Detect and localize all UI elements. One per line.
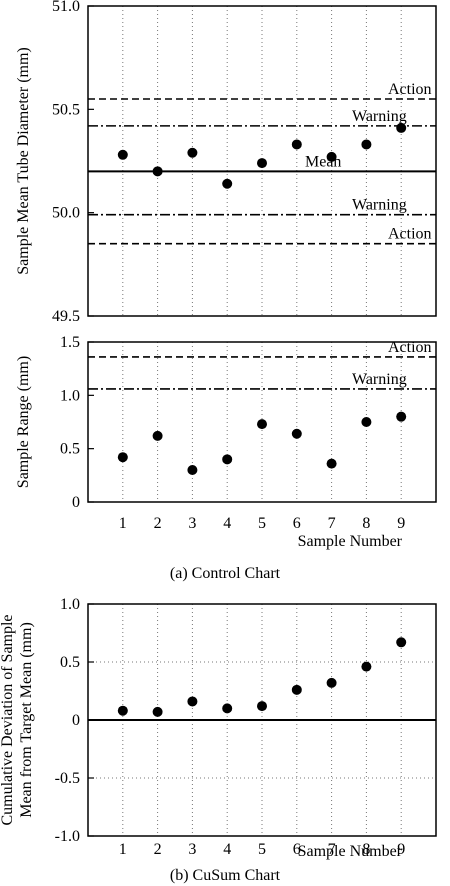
- data-point: [187, 696, 198, 707]
- data-point: [152, 166, 163, 177]
- data-point: [396, 411, 407, 422]
- reference-label-action: Action: [388, 226, 432, 243]
- data-point: [222, 178, 233, 189]
- x-tick-label: 8: [362, 841, 370, 858]
- data-point: [291, 684, 302, 695]
- reference-label-warning: Warning: [352, 371, 407, 388]
- data-point: [326, 151, 337, 162]
- x-tick-label: 6: [293, 515, 301, 532]
- data-point: [361, 417, 372, 427]
- data-point: [396, 637, 407, 648]
- x-tick-label: 9: [397, 841, 405, 858]
- y-tick-label: 0: [72, 494, 80, 511]
- y-tick-label: 50.5: [52, 101, 80, 118]
- y-tick-label: 49.5: [52, 308, 80, 325]
- y-tick-label: 50.0: [52, 205, 80, 222]
- data-point: [117, 452, 128, 463]
- x-tick-label: 1: [119, 841, 127, 858]
- y-axis-label: Sample Range (mm): [15, 356, 32, 488]
- reference-label-action: Action: [388, 339, 432, 356]
- data-point: [291, 139, 302, 150]
- data-point: [187, 465, 198, 475]
- data-point: [257, 158, 267, 169]
- y-axis-label-line: Cumulative Deviation of Sample: [0, 614, 16, 825]
- data-point: [222, 703, 233, 714]
- data-point: [326, 458, 337, 469]
- data-point: [152, 706, 163, 717]
- plot-frame: [87, 341, 437, 503]
- data-point: [361, 661, 372, 672]
- x-tick-label: 7: [328, 841, 336, 858]
- data-point: [291, 428, 302, 439]
- reference-label-action: Action: [388, 81, 432, 98]
- data-point: [326, 677, 337, 688]
- data-point: [187, 147, 198, 158]
- x-tick-label: 2: [154, 841, 162, 858]
- x-tick-label: 7: [328, 515, 336, 532]
- y-tick-label: 1.0: [60, 596, 80, 613]
- chart-panel-1: 49.550.050.551.0ActionWarningMeanWarning…: [15, 0, 437, 325]
- reference-label-warning: Warning: [352, 108, 407, 125]
- y-tick-label: -1.0: [55, 828, 80, 845]
- y-tick-label: 1.0: [60, 387, 80, 404]
- data-point: [117, 705, 128, 716]
- y-tick-label: 0.5: [60, 441, 80, 458]
- data-point: [117, 149, 128, 160]
- x-tick-label: 5: [258, 515, 266, 532]
- data-point: [257, 419, 267, 430]
- y-axis-label: Sample Mean Tube Diameter (mm): [15, 47, 32, 275]
- y-tick-label: 1.5: [60, 334, 80, 351]
- data-point: [222, 454, 233, 465]
- chart-panel-3: -1.0 -0.5 0 0.5 1.0 1 2 3 4 5 6 7 8 9 Cumulative Devia…: [0, 596, 437, 860]
- caption-a: (a) Control Chart: [170, 565, 281, 582]
- y-tick-label: 51.0: [52, 0, 80, 15]
- x-tick-label: 4: [223, 515, 231, 532]
- x-axis-label: Sample Number: [298, 533, 403, 550]
- plot-frame: [87, 5, 437, 317]
- data-point: [257, 701, 267, 712]
- x-tick-label: 9: [397, 515, 405, 532]
- caption-b: (b) CuSum Chart: [170, 867, 281, 884]
- x-tick-label: 6: [293, 841, 301, 858]
- reference-label-warning: Warning: [352, 197, 407, 214]
- x-axis-label: Sample Number: [298, 843, 403, 860]
- data-point: [152, 430, 163, 441]
- chart-panel-2: 0 0.5 1.0 1.5 1 2 3 4 5 6 7 8 9 Action Warning Sample R…: [15, 334, 437, 550]
- x-tick-label: 1: [119, 515, 127, 532]
- data-point: [396, 122, 407, 133]
- y-tick-label: -0.5: [55, 770, 80, 787]
- x-tick-label: 4: [223, 841, 231, 858]
- y-tick-label: 0.5: [60, 654, 80, 671]
- y-axis-label-line: Mean from Target Mean (mm): [18, 622, 35, 818]
- x-tick-label: 5: [258, 841, 266, 858]
- x-tick-label: 3: [188, 515, 196, 532]
- x-tick-label: 8: [362, 515, 370, 532]
- x-tick-label: 2: [154, 515, 162, 532]
- data-point: [361, 139, 372, 150]
- y-tick-label: 0: [72, 712, 80, 729]
- x-tick-label: 3: [188, 841, 196, 858]
